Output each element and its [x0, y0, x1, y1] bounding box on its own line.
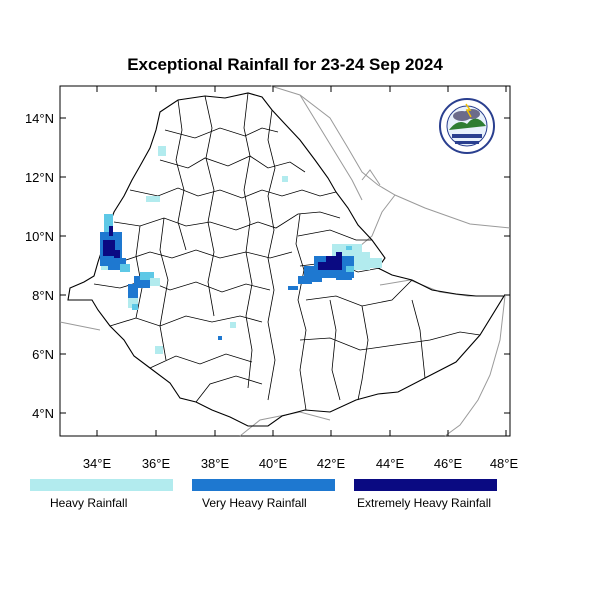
- legend-swatch-very-heavy: [192, 479, 335, 491]
- eritrea-border: [299, 94, 363, 201]
- heavy-rainfall-cell: [146, 196, 160, 202]
- heavy-rainfall-cell: [150, 278, 160, 286]
- heavy-rainfall-cell: [282, 176, 288, 182]
- lon-label: 42°E: [317, 456, 346, 471]
- lon-label: 34°E: [83, 456, 112, 471]
- legend-label-very-heavy: Very Heavy Rainfall: [202, 496, 307, 510]
- extreme-rainfall-cell: [318, 262, 330, 270]
- heavy-rainfall-cell: [155, 346, 163, 354]
- lon-label: 40°E: [259, 456, 288, 471]
- legend-label-extreme: Extremely Heavy Rainfall: [357, 496, 492, 510]
- heavy-rainfall-cell: [120, 264, 130, 272]
- ethiopian-meteorology-institute-logo: [439, 98, 495, 154]
- legend-swatch-extreme: [354, 479, 497, 491]
- heavy-rainfall-cell: [132, 304, 138, 310]
- legend-label-heavy: Heavy Rainfall: [50, 496, 128, 510]
- legend-swatch-heavy: [30, 479, 173, 491]
- heavy-rainfall-cell: [104, 214, 113, 234]
- map-frame: [59, 85, 511, 437]
- lat-label: 8°N: [32, 288, 54, 303]
- heavy-rainfall-cell: [346, 246, 352, 250]
- very-heavy-rainfall-cell: [298, 276, 312, 284]
- lat-label: 12°N: [25, 170, 54, 185]
- lat-tick-marks: [60, 117, 510, 414]
- extreme-rainfall-cell: [103, 240, 115, 256]
- lat-label: 4°N: [32, 406, 54, 421]
- lon-label: 48°E: [490, 456, 519, 471]
- kenya-border: [239, 411, 331, 437]
- lon-labels: 34°E 36°E 38°E 40°E 42°E 44°E 46°E 48°E: [83, 456, 519, 471]
- lon-label: 44°E: [376, 456, 405, 471]
- heavy-rainfall-cell: [346, 266, 354, 272]
- lat-labels: 14°N 12°N 10°N 8°N 6°N 4°N: [25, 111, 54, 421]
- heavy-rainfall-cell: [140, 272, 154, 280]
- extreme-rainfall-cell: [114, 250, 120, 258]
- lat-label: 6°N: [32, 347, 54, 362]
- extreme-rainfall-cell: [336, 252, 342, 258]
- heavy-rainfall-cell: [230, 322, 236, 328]
- very-heavy-rainfall-cell: [336, 272, 352, 280]
- heavy-rainfall-cell: [370, 258, 382, 268]
- very-heavy-rainfall-cell: [218, 336, 222, 340]
- ethiopia-outline: [67, 92, 505, 427]
- map-title: Exceptional Rainfall for 23-24 Sep 2024: [127, 55, 443, 74]
- yemen-coast: [361, 169, 381, 186]
- lon-label: 36°E: [142, 456, 171, 471]
- lat-label: 10°N: [25, 229, 54, 244]
- very-heavy-rainfall-cell: [128, 284, 138, 298]
- south-sudan-border: [59, 321, 101, 331]
- lon-tick-marks: [96, 86, 507, 436]
- extreme-rainfall-cell: [326, 256, 342, 270]
- somalia-coast: [444, 295, 506, 437]
- lon-label: 46°E: [434, 456, 463, 471]
- lon-label: 38°E: [201, 456, 230, 471]
- heavy-rainfall-cell: [352, 252, 370, 270]
- eritrea-djibouti-border: [359, 194, 396, 247]
- extreme-rainfall-cell: [109, 226, 113, 236]
- neighbor-boundaries: [59, 85, 511, 437]
- heavy-rainfall-cell: [128, 298, 138, 308]
- rainfall-cells: [100, 146, 382, 354]
- lat-label: 14°N: [25, 111, 54, 126]
- heavy-rainfall-cell: [158, 146, 166, 156]
- very-heavy-rainfall-cell: [288, 286, 298, 290]
- red-sea-coast: [270, 85, 511, 229]
